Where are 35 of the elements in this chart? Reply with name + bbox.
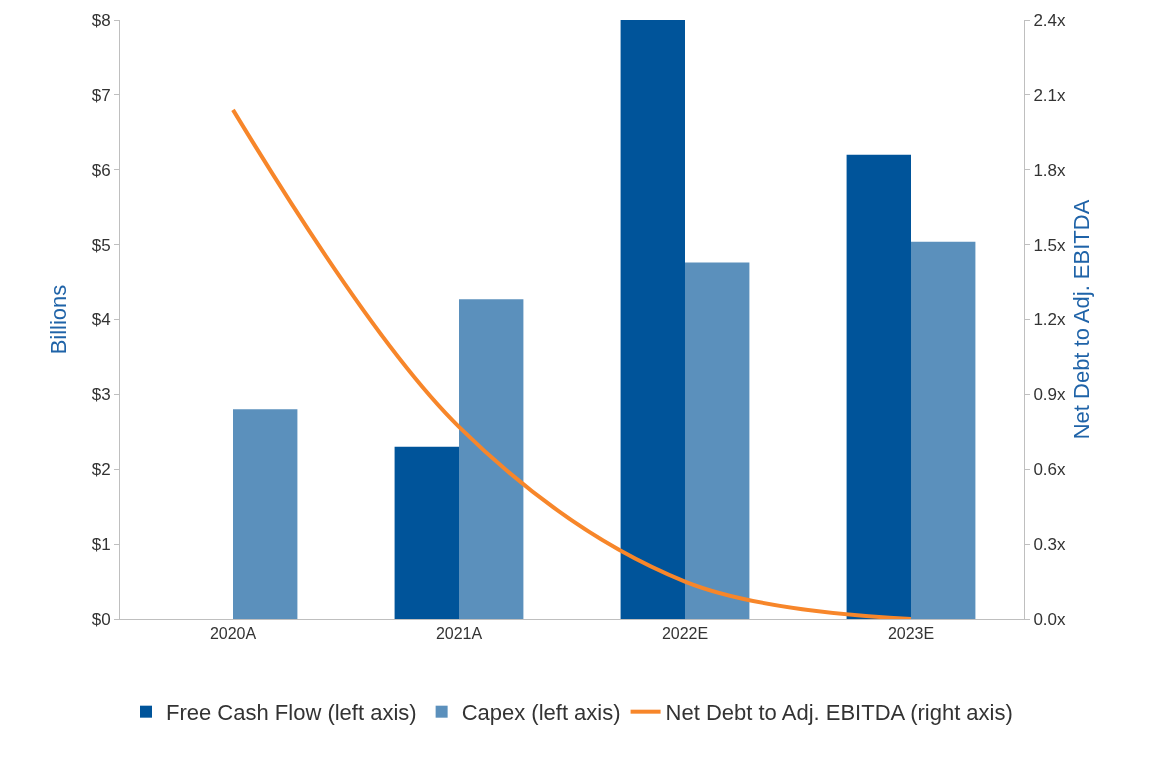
y2-tick-label: 1.8x xyxy=(1033,160,1067,180)
y-tick-label: $1 xyxy=(91,535,111,555)
y-axis-title: Billions xyxy=(46,284,71,355)
y2-tick-label: 0.3x xyxy=(1033,535,1067,555)
x-tick-label: 2020A xyxy=(209,625,257,643)
y2-tick-label: 1.5x xyxy=(1033,235,1067,255)
y2-tick-label: 2.4x xyxy=(1033,10,1067,30)
x-tick-label: 2021A xyxy=(435,625,483,643)
line-series xyxy=(231,107,913,619)
y-tick-label: $5 xyxy=(91,235,111,255)
x-tick-label: 2022E xyxy=(661,625,709,643)
y2-tick-label: 0.0x xyxy=(1033,609,1067,629)
bar xyxy=(620,20,685,619)
bar xyxy=(685,262,750,619)
bar xyxy=(394,446,459,619)
y2-tick-label: 2.1x xyxy=(1033,85,1067,105)
y-tick-label: $6 xyxy=(91,160,111,180)
y2-tick-label: 1.2x xyxy=(1033,310,1067,330)
bar xyxy=(846,154,911,619)
x-tick-label: 2023E xyxy=(887,625,935,643)
bar xyxy=(911,241,976,619)
y-tick-label: $2 xyxy=(91,460,111,480)
y-tick-label: $8 xyxy=(91,10,111,30)
y-tick-label: $4 xyxy=(91,310,111,330)
y2-tick-label: 0.9x xyxy=(1033,385,1067,405)
bar xyxy=(459,299,524,619)
legend-label: Capex (left axis) xyxy=(461,700,621,726)
y2-axis-title: Net Debt to Adj. EBITDA xyxy=(1069,199,1094,440)
legend-label: Free Cash Flow (left axis) xyxy=(166,700,417,726)
y2-tick-label: 0.6x xyxy=(1033,460,1067,480)
legend-label: Net Debt to Adj. EBITDA (right axis) xyxy=(665,700,1013,726)
y-tick-label: $7 xyxy=(91,85,111,105)
y-tick-label: $0 xyxy=(91,609,111,629)
bar xyxy=(233,409,298,619)
y-tick-label: $3 xyxy=(91,385,111,405)
